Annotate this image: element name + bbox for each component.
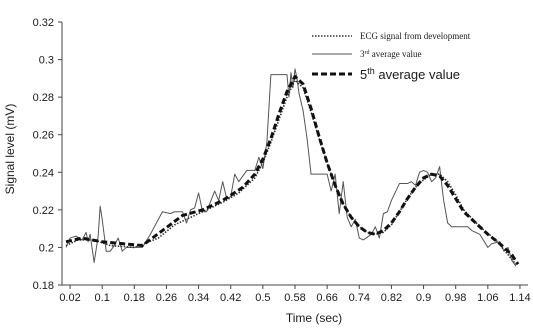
x-tick-label: 1.06 — [477, 292, 498, 304]
x-tick-label: 0.82 — [381, 292, 402, 304]
y-tick-label: 0.32 — [33, 17, 54, 29]
x-tick-label: 1.14 — [509, 292, 530, 304]
y-tick-label: 0.28 — [33, 92, 54, 104]
x-tick-label: 0.26 — [156, 292, 177, 304]
x-tick-label: 0.9 — [416, 292, 431, 304]
y-tick-label: 0.3 — [39, 55, 54, 67]
y-tick-label: 0.18 — [33, 280, 54, 292]
y-tick-label: 0.2 — [39, 242, 54, 254]
x-tick-label: 0.98 — [445, 292, 466, 304]
x-tick-label: 0.18 — [124, 292, 145, 304]
series-line-1 — [65, 79, 517, 265]
legend-label-1: ECG signal from development — [360, 31, 471, 41]
legend-label-3: 5th average value — [360, 66, 460, 82]
x-axis-title: Time (sec) — [286, 311, 342, 325]
x-tick-label: 0.42 — [220, 292, 241, 304]
x-tick-label: 0.5 — [255, 292, 270, 304]
series-line-3 — [65, 74, 520, 266]
x-tick-label: 0.1 — [95, 292, 110, 304]
x-tick-label: 0.58 — [284, 292, 305, 304]
series-line-2 — [65, 68, 517, 267]
x-tick-label: 0.02 — [59, 292, 80, 304]
y-tick-label: 0.22 — [33, 205, 54, 217]
x-tick-label: 0.74 — [349, 292, 370, 304]
y-axis-title: Signal level (mV) — [3, 104, 17, 195]
legend-label-2: 3rd average value — [360, 49, 421, 59]
y-tick-label: 0.24 — [33, 167, 54, 179]
x-tick-label: 0.66 — [316, 292, 337, 304]
x-tick-label: 0.34 — [188, 292, 209, 304]
y-tick-label: 0.26 — [33, 130, 54, 142]
